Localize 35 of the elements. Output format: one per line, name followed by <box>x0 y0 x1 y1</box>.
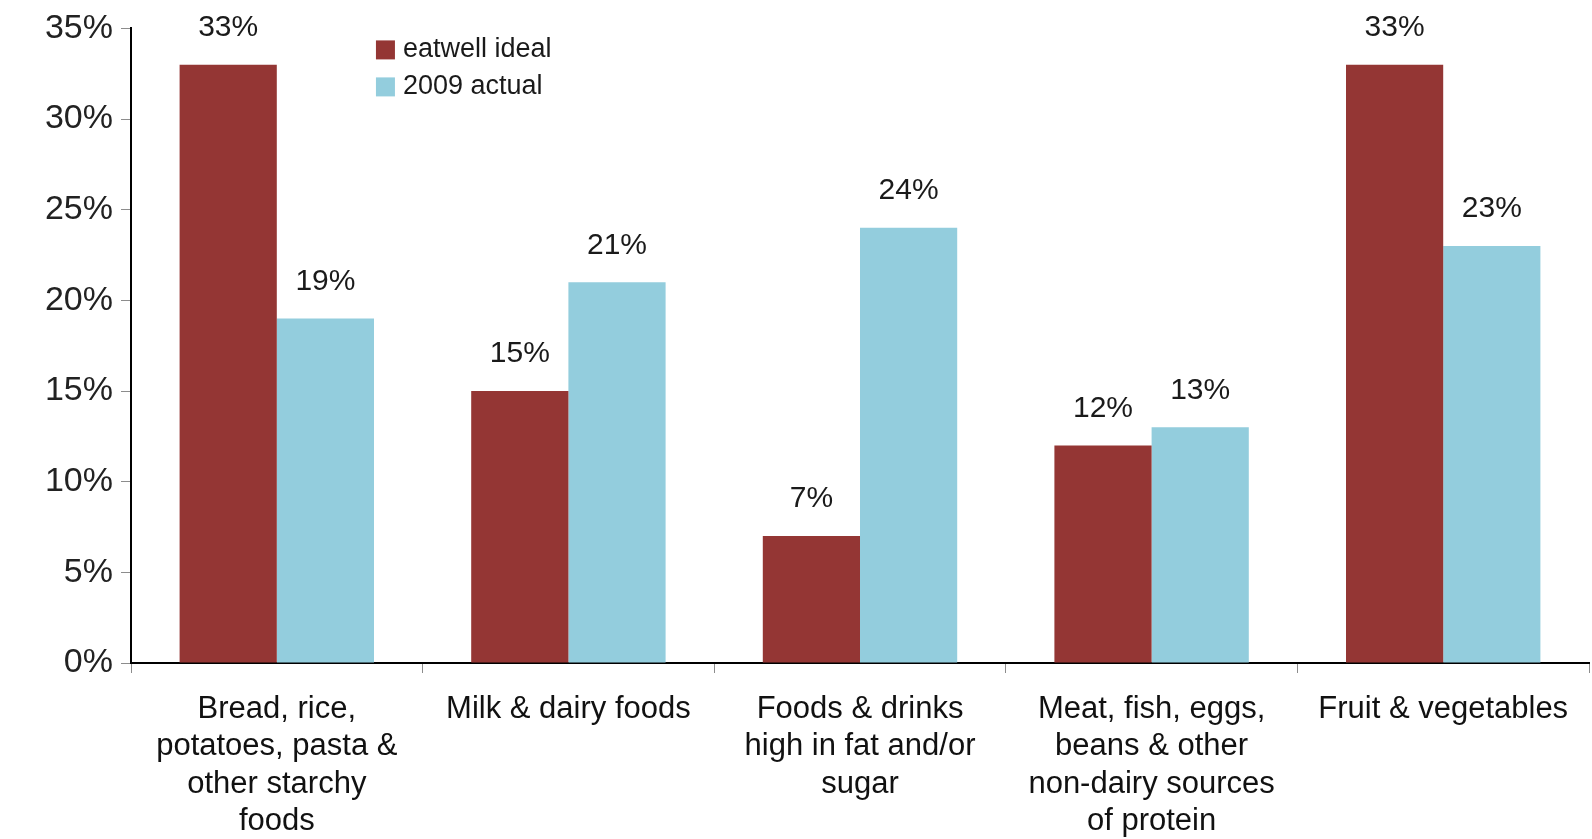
bar <box>860 227 958 663</box>
bar <box>762 536 860 663</box>
x-tick-label: Milk & dairy foods <box>446 690 691 726</box>
y-tick-label: 10% <box>44 460 113 499</box>
x-tick-label: Bread, rice, potatoes, pasta & other starchy foods <box>156 690 398 837</box>
bar <box>1151 427 1249 663</box>
data-label: 33% <box>198 8 259 42</box>
x-tick-label: Meat, fish, eggs, beans & other non-dairy sources of protein <box>1028 690 1275 837</box>
legend-label: eatwell ideal <box>402 33 552 64</box>
data-label: 15% <box>489 335 550 369</box>
data-label: 23% <box>1461 190 1522 224</box>
y-tick-label: 35% <box>44 6 113 45</box>
legend-label: 2009 actual <box>402 70 543 101</box>
data-label: 21% <box>586 226 648 260</box>
y-tick-label: 5% <box>63 550 113 589</box>
y-tick-label: 15% <box>44 369 113 408</box>
data-label: 33% <box>1364 8 1425 42</box>
bar <box>1346 64 1444 663</box>
data-label: 13% <box>1170 371 1231 405</box>
data-label: 7% <box>789 480 834 514</box>
y-tick-label: 30% <box>44 97 113 136</box>
data-label: 19% <box>295 262 356 296</box>
bar <box>471 391 569 663</box>
data-label: 12% <box>1072 389 1134 423</box>
x-tick-label: Fruit & vegetables <box>1318 690 1569 726</box>
y-tick-label: 0% <box>63 641 113 680</box>
bar <box>276 318 374 663</box>
bar <box>568 282 666 663</box>
bar <box>179 64 277 663</box>
bar <box>1443 245 1541 663</box>
y-tick-label: 20% <box>44 278 113 317</box>
x-tick-label: Foods & drinks high in fat and/or sugar <box>744 690 976 800</box>
y-tick-label: 25% <box>44 188 113 227</box>
bar <box>1054 445 1152 663</box>
data-label: 24% <box>878 172 939 206</box>
